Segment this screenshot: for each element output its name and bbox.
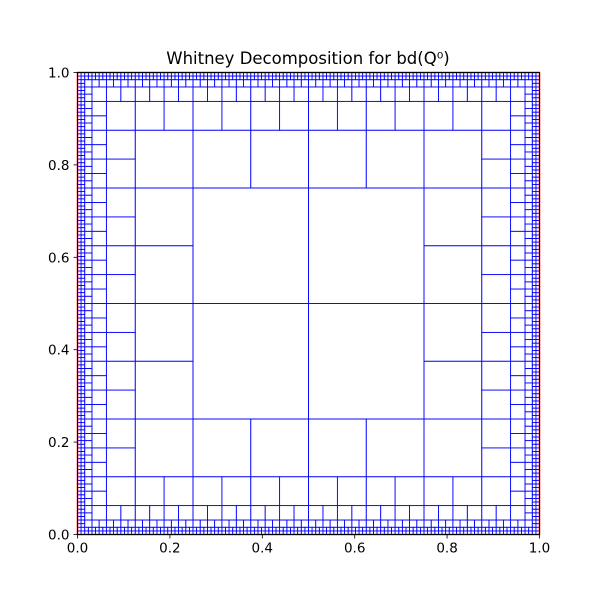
plot-frame [77, 72, 540, 535]
x-tick-label: 0.0 [67, 541, 88, 557]
x-tick-label: 0.8 [436, 541, 457, 557]
x-tick-label: 0.6 [344, 541, 365, 557]
x-tick-label: 1.0 [529, 541, 550, 557]
chart-title: Whitney Decomposition for bd(Q⁰) [166, 49, 450, 68]
axis-ticks: 0.0 0.2 0.4 0.6 0.8 1.0 0.0 0.2 0.4 0.6 0.8 1.0 [48, 66, 550, 557]
x-tick-label: 0.2 [159, 541, 180, 557]
y-tick-label: 0.2 [48, 435, 69, 451]
y-tick-label: 0.8 [48, 158, 69, 174]
y-tick-label: 0.0 [48, 528, 69, 544]
x-tick-label: 0.4 [252, 541, 273, 557]
y-tick-label: 0.6 [48, 250, 69, 266]
y-tick-label: 0.4 [48, 343, 69, 359]
y-tick-label: 1.0 [48, 66, 69, 82]
